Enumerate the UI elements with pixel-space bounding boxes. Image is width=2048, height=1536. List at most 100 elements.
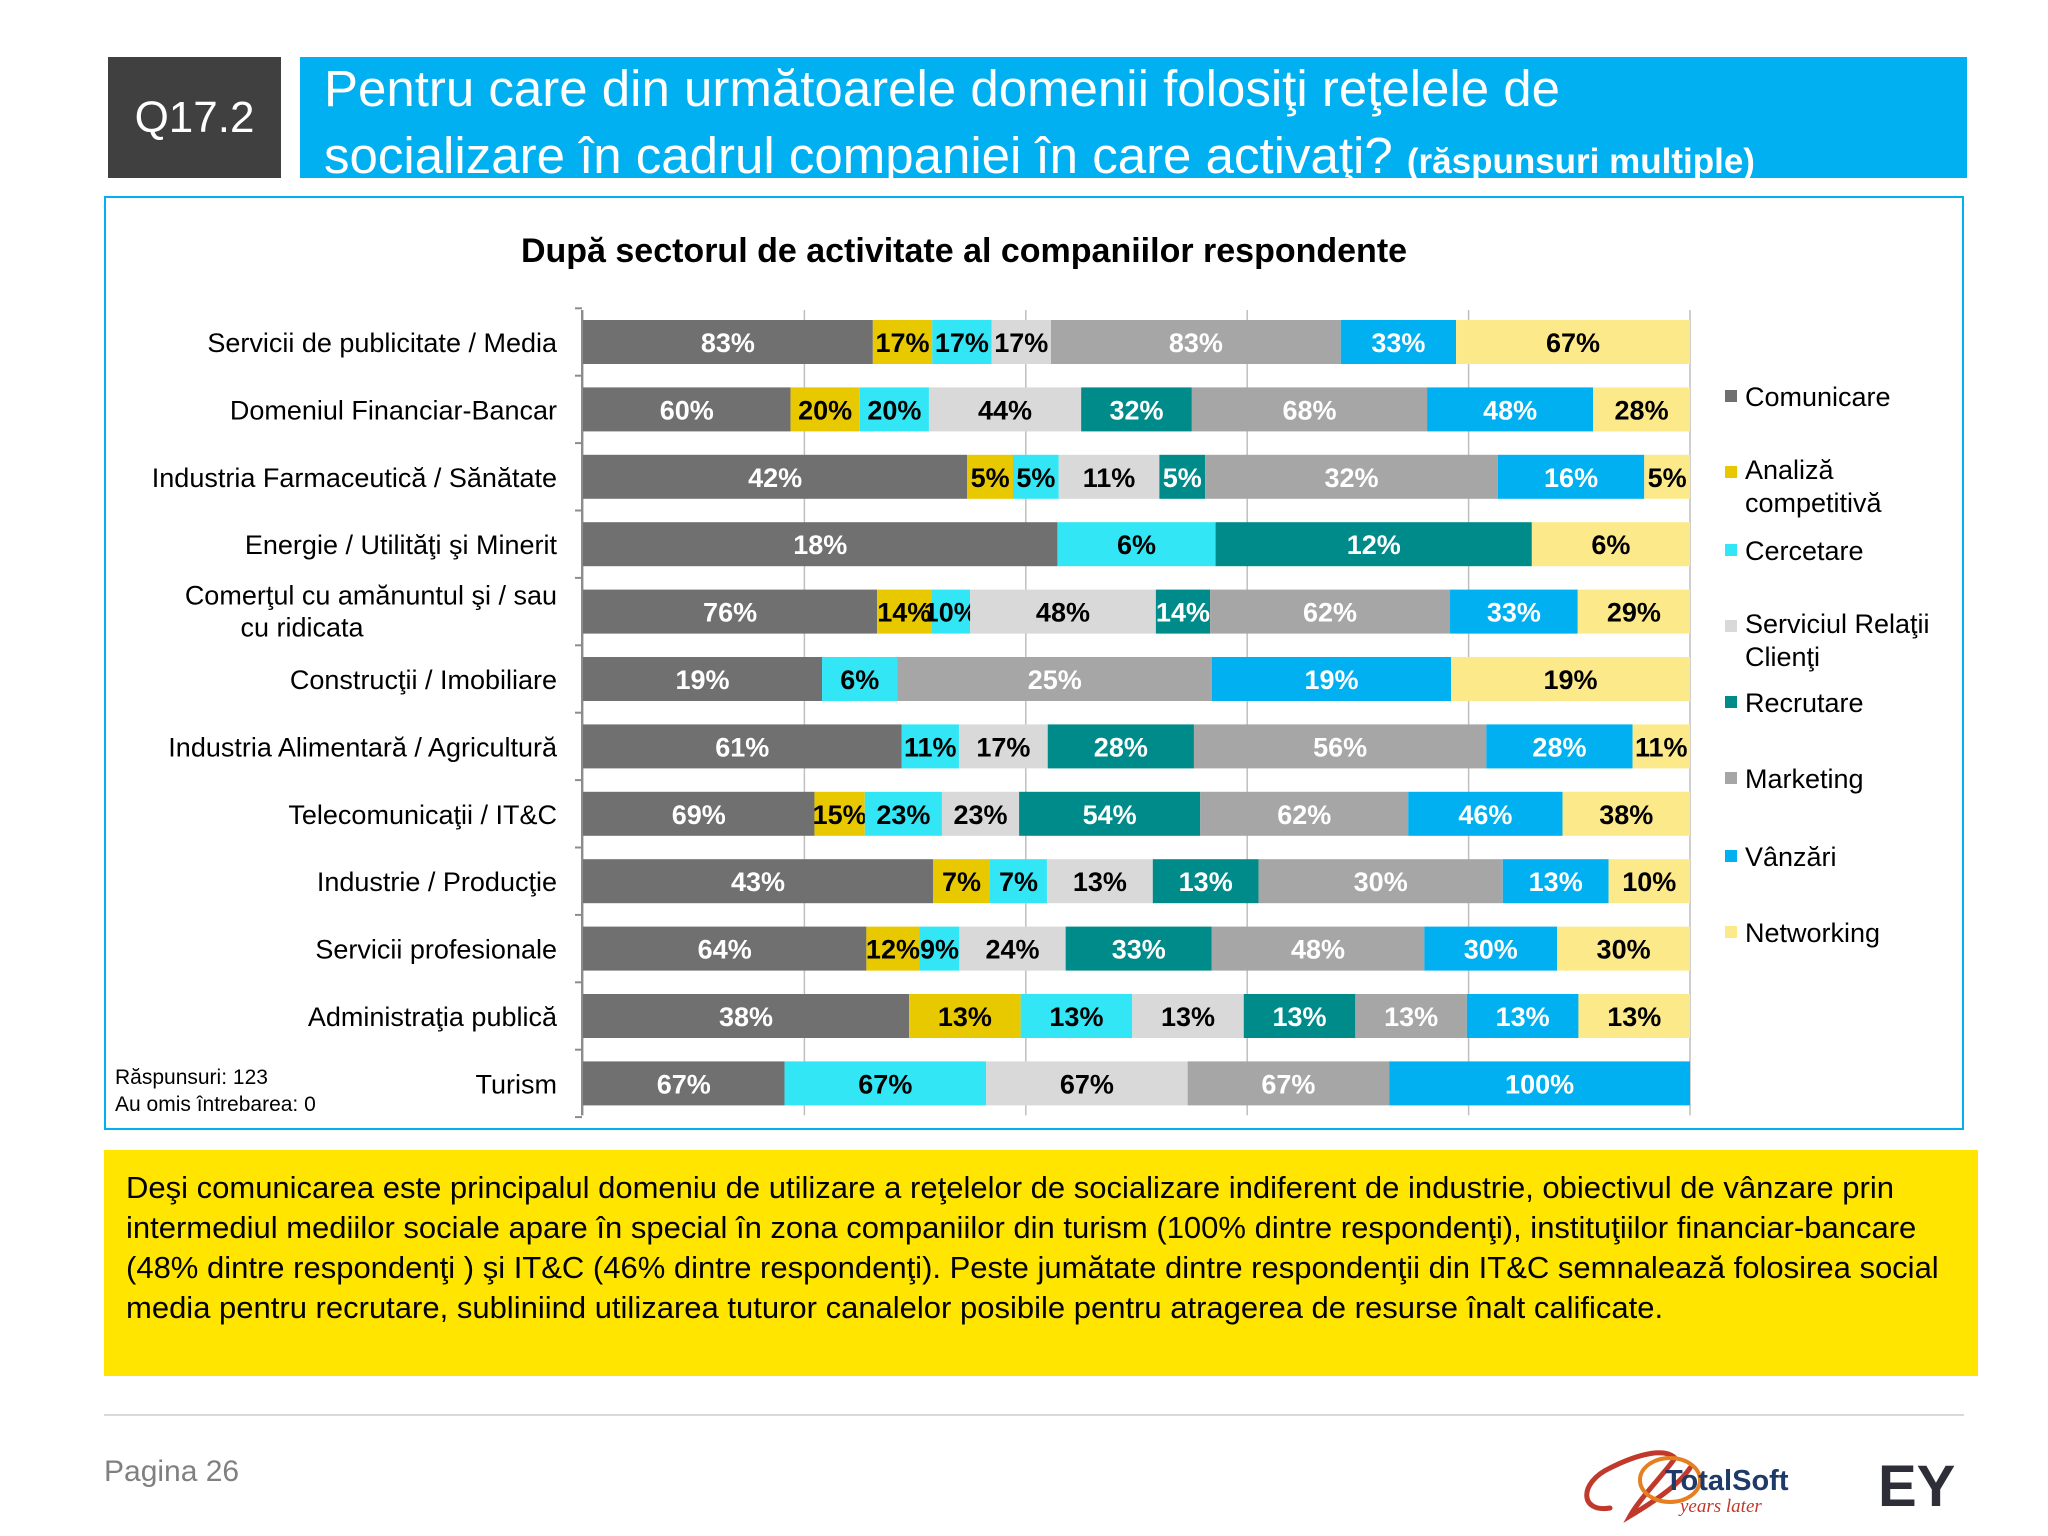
data-label: 38% [719, 1002, 773, 1032]
data-label: 19% [675, 665, 729, 695]
legend-label-cont: competitivă [1745, 488, 1883, 518]
legend-swatch [1725, 544, 1737, 556]
bar-segment [1211, 657, 1451, 701]
data-label: 64% [698, 935, 752, 965]
data-label: 67% [1261, 1069, 1315, 1099]
category-label: Domeniul Financiar-Bancar [230, 395, 557, 425]
bar-segment [1577, 589, 1690, 634]
question-id: Q17.2 [108, 57, 281, 178]
bar-segment [931, 589, 971, 634]
data-label: 30% [1464, 935, 1518, 965]
bar-segment [1046, 859, 1153, 904]
data-label: 11% [1083, 463, 1136, 493]
bar-segment [1159, 454, 1206, 499]
legend-swatch [1725, 850, 1737, 862]
legend-label: Cercetare [1745, 536, 1864, 566]
bar-segment [1191, 387, 1428, 432]
bar-segment [928, 387, 1082, 432]
data-label: 13% [1496, 1002, 1550, 1032]
data-label: 14% [1156, 598, 1210, 628]
bar-segment [1578, 994, 1690, 1038]
bar-segment [583, 994, 910, 1038]
data-label: 10% [1622, 867, 1676, 897]
category-label: Servicii profesionale [315, 935, 557, 965]
bar-segment [1424, 926, 1558, 971]
bar-segment [1210, 589, 1451, 634]
data-label: 33% [1371, 328, 1425, 358]
bar-segment [1258, 859, 1503, 904]
data-label: 28% [1532, 732, 1586, 762]
data-label: 56% [1313, 732, 1367, 762]
bar-segment [941, 791, 1020, 836]
title-line-1: Pentru care din următoarele domenii folo… [324, 60, 1561, 117]
data-label: 30% [1354, 867, 1408, 897]
bar-segment [1020, 994, 1133, 1038]
bar-segment [583, 454, 968, 499]
data-label: 7% [999, 867, 1038, 897]
data-label: 13% [1529, 867, 1583, 897]
data-label: 15% [813, 800, 867, 830]
data-label: 6% [1117, 530, 1156, 560]
data-label: 17% [935, 328, 989, 358]
data-label: 32% [1109, 395, 1163, 425]
bar-segment [864, 791, 942, 836]
category-label: Servicii de publicitate / Media [207, 328, 558, 358]
bar-segment [1057, 522, 1216, 567]
bar-segment [919, 926, 960, 971]
bar-segment [1155, 589, 1211, 634]
legend-label: Recrutare [1745, 688, 1864, 718]
bar-segment [933, 859, 990, 904]
data-label: 28% [1094, 732, 1148, 762]
data-label: 17% [994, 328, 1048, 358]
data-label: 48% [1483, 395, 1537, 425]
page-number: Pagina 26 [104, 1455, 240, 1488]
data-label: 20% [867, 395, 921, 425]
data-label: 42% [748, 463, 802, 493]
data-label: 13% [1273, 1002, 1327, 1032]
bar-segment [1562, 791, 1690, 836]
insight-callout: Deşi comunicarea este principalul domeni… [104, 1150, 1978, 1376]
data-label: 13% [1179, 867, 1233, 897]
data-label: 12% [866, 935, 920, 965]
data-label: 28% [1615, 395, 1669, 425]
data-label: 33% [1112, 935, 1166, 965]
data-label: 60% [660, 395, 714, 425]
data-label: 46% [1458, 800, 1512, 830]
bar-segment [1211, 926, 1425, 971]
title-suffix: (răspunsuri multiple) [1406, 142, 1755, 178]
legend-label: Comunicare [1745, 382, 1891, 412]
data-label: 17% [976, 732, 1030, 762]
footer-divider [104, 1414, 1964, 1416]
ey-logo: EY [1878, 1454, 1955, 1519]
page-title: Pentru care din următoarele domenii folo… [300, 57, 1967, 178]
category-label: Industria Farmaceutică / Sănătate [152, 463, 557, 493]
bar-segment [1243, 994, 1356, 1038]
bar-segment [1152, 859, 1259, 904]
data-label: 24% [985, 935, 1039, 965]
data-label: 5% [971, 463, 1010, 493]
bar-segment [1205, 454, 1498, 499]
data-label: 5% [1163, 463, 1202, 493]
data-label: 6% [1591, 530, 1630, 560]
category-label: Administraţia publică [308, 1002, 558, 1032]
bar-segment [989, 859, 1047, 904]
bar-segment [583, 522, 1058, 567]
data-label: 23% [876, 800, 930, 830]
data-label: 43% [731, 867, 785, 897]
bar-segment [583, 1061, 785, 1106]
data-label: 67% [858, 1069, 912, 1099]
bar-segment [1531, 522, 1690, 567]
legend-swatch [1725, 696, 1737, 708]
data-label: 25% [1028, 665, 1082, 695]
data-label: 13% [1049, 1002, 1103, 1032]
bar-segment [583, 320, 873, 364]
category-label: Industria Alimentară / Agricultură [168, 732, 558, 762]
data-label: 69% [672, 800, 726, 830]
data-label: 44% [978, 395, 1032, 425]
bar-segment [1502, 859, 1609, 904]
bar-segment [866, 926, 920, 971]
data-label: 83% [1169, 328, 1223, 358]
legend-label: Analiză [1745, 455, 1835, 485]
bar-segment [814, 791, 865, 836]
bar-segment [1355, 994, 1467, 1038]
